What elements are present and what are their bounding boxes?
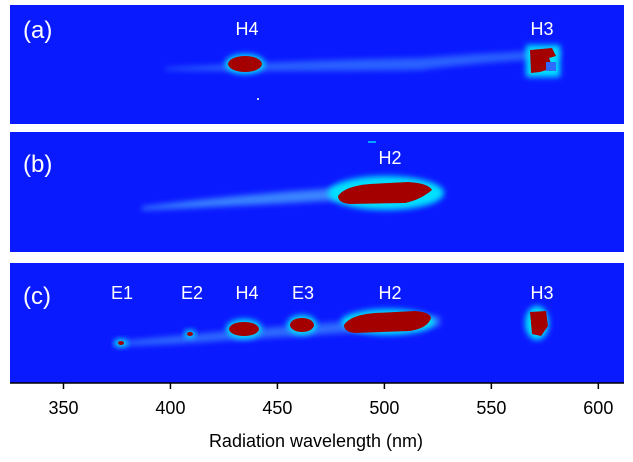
panel-c: (c) E1 E2 H4 E3 H2 H3 (10, 263, 624, 383)
x-axis-title: Radiation wavelength (nm) (209, 431, 423, 451)
panel-c-h4-core (229, 322, 259, 336)
panel-c-peak-label-e1: E1 (111, 283, 133, 303)
x-axis: 350 400 450 500 550 600 (10, 382, 624, 418)
panel-a-h4-core (228, 56, 262, 72)
panel-c-peak-label-h4: H4 (235, 283, 258, 303)
panel-c-peak-label-h2: H2 (378, 283, 401, 303)
panel-c-label: (c) (23, 283, 51, 310)
x-tick-label-550: 550 (476, 398, 506, 418)
panel-a-peak-label-h4: H4 (235, 19, 258, 39)
panel-c-e2-core (187, 332, 193, 336)
panel-a-peak-label-h3: H3 (530, 19, 553, 39)
panel-b-label: (b) (23, 151, 52, 178)
panel-b: (b) H2 (10, 132, 624, 252)
panel-c-h3-core (530, 311, 548, 336)
panel-c-background (10, 263, 624, 383)
panel-c-peak-label-e2: E2 (181, 283, 203, 303)
panel-c-peak-label-h3: H3 (530, 283, 553, 303)
panel-a-h3-gap (546, 62, 556, 71)
panel-c-h2-core (344, 311, 431, 333)
panel-b-h2-core (338, 182, 432, 204)
panel-a-dot (257, 98, 259, 100)
x-tick-label-600: 600 (583, 398, 613, 418)
panel-c-e3-core (290, 318, 314, 332)
panel-b-peak-label-h2: H2 (378, 148, 401, 168)
panel-b-faint-streak (142, 188, 340, 210)
panel-a-label: (a) (23, 17, 52, 44)
panel-a: (a) H4 H3 (10, 5, 624, 124)
x-tick-label-400: 400 (155, 398, 185, 418)
x-tick-label-450: 450 (262, 398, 292, 418)
panel-b-dot (368, 141, 376, 143)
panel-c-e1-core (118, 341, 124, 345)
panel-c-peak-label-e3: E3 (292, 283, 314, 303)
x-tick-label-350: 350 (48, 398, 78, 418)
x-tick-label-500: 500 (369, 398, 399, 418)
